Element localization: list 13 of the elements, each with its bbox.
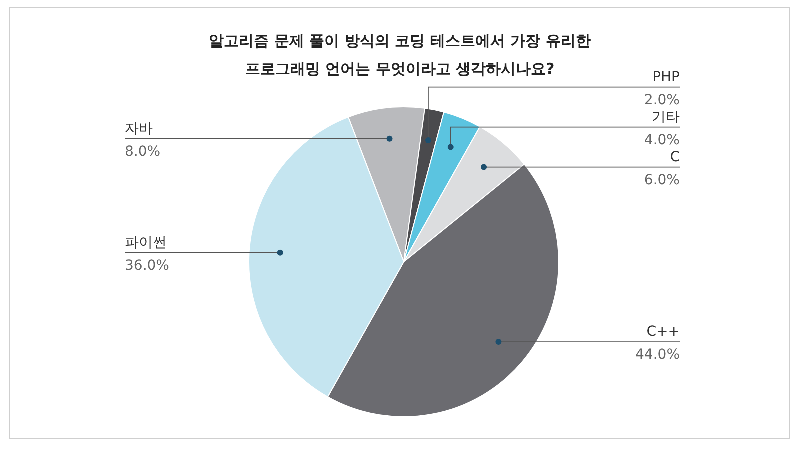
data-label: 4.0% bbox=[644, 132, 680, 148]
data-label: 36.0% bbox=[125, 258, 170, 274]
data-label: 6.0% bbox=[644, 172, 680, 188]
slice-label: C++ bbox=[646, 324, 680, 340]
data-label: 44.0% bbox=[636, 347, 680, 364]
chart-title: 알고리즘 문제 풀이 방식의 코딩 테스트에서 가장 유리한 프로그래밍 언어는 무엇이라고 생각하시나요? bbox=[209, 32, 591, 78]
slice-label: 자바 bbox=[125, 120, 153, 137]
slice-label: C bbox=[670, 149, 680, 166]
data-label: 8.0% bbox=[125, 144, 161, 160]
slice-label: 파이썬 bbox=[125, 234, 167, 251]
data-label: 2.0% bbox=[644, 92, 680, 108]
slice-label: PHP bbox=[652, 69, 680, 86]
slice-label: 기타 bbox=[652, 109, 680, 126]
